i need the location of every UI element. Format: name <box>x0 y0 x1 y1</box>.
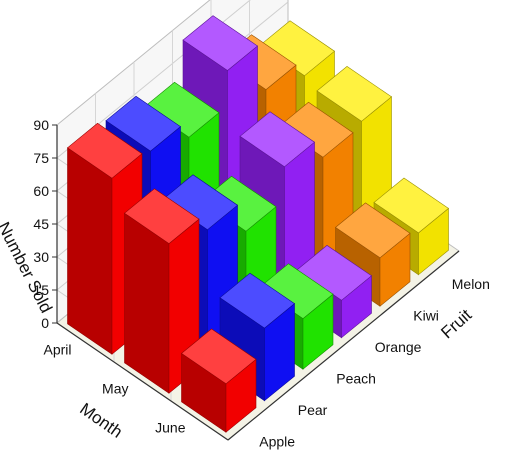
month-axis-line <box>56 322 229 441</box>
month-tick-label: April <box>43 342 71 358</box>
fruit-axis-title: Fruit <box>437 305 475 342</box>
z-axis-title: Number Sold <box>0 219 56 316</box>
z-tick-label: 0 <box>41 315 49 331</box>
fruit-axis-line <box>227 250 460 441</box>
month-tick-label: June <box>155 420 186 436</box>
fruit-tick-label: Apple <box>259 433 295 449</box>
month-axis-title: Month <box>76 399 126 442</box>
z-tick-label: 45 <box>33 216 49 232</box>
z-tick-label: 90 <box>33 117 49 133</box>
z-tick-label: 30 <box>33 249 49 265</box>
fruit-tick-label: Peach <box>336 370 376 386</box>
z-tick-label: 15 <box>33 282 49 298</box>
fruit-tick-label: Pear <box>298 402 328 418</box>
fruit-tick-label: Orange <box>375 339 422 355</box>
z-tick-label: 75 <box>33 150 49 166</box>
month-tick-label: May <box>102 381 128 397</box>
z-tick-label: 60 <box>33 183 49 199</box>
fruit-tick-label: Melon <box>452 276 490 292</box>
fruit-tick-label: Kiwi <box>413 307 439 323</box>
bar-apple-june <box>180 328 257 433</box>
chart-bars <box>66 15 450 433</box>
